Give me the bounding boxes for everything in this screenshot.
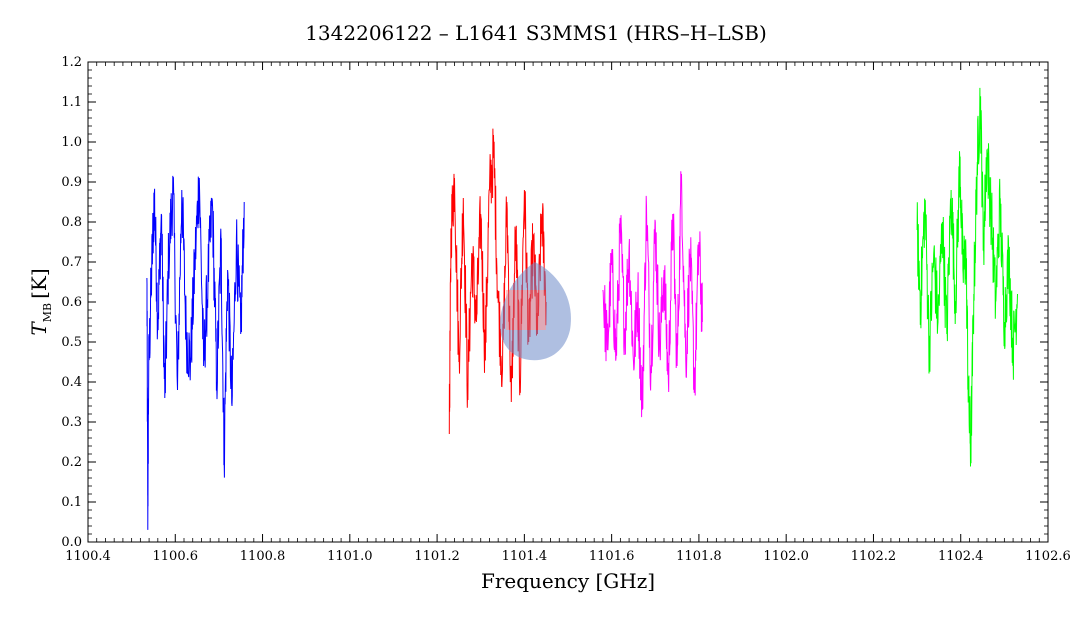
x-axis-label: Frequency [GHz]: [481, 569, 655, 593]
watermark-logo: [500, 262, 571, 361]
y-tick-label: 0.3: [61, 415, 82, 430]
x-tick-label: 1101.4: [502, 549, 548, 564]
x-tick-label: 1102.0: [763, 549, 809, 564]
y-axis-label-main: T: [27, 321, 51, 336]
chart-title: 1342206122 – L1641 S3MMS1 (HRS–H–LSB): [305, 21, 767, 45]
x-tick-label: 1100.8: [240, 549, 286, 564]
y-tick-label: 1.2: [61, 55, 82, 70]
y-axis-label-unit: [K]: [27, 268, 51, 299]
y-tick-labels: 0.0 0.1 0.2 0.3 0.4 0.5 0.6 0.7 0.8 0.9 1.0 1.1 1.2: [61, 55, 82, 550]
x-tick-label: 1101.6: [589, 549, 635, 564]
x-tick-label: 1101.2: [414, 549, 460, 564]
x-tick-label: 1101.0: [327, 549, 373, 564]
x-tick-label: 1100.6: [153, 549, 199, 564]
y-tick-label: 0.8: [61, 215, 82, 230]
y-tick-label: 1.1: [61, 95, 82, 110]
x-tick-labels: 1100.4 1100.6 1100.8 1101.0 1101.2 1101.4 1101…: [65, 549, 1071, 564]
y-tick-label: 0.7: [61, 255, 82, 270]
x-tick-label: 1102.4: [938, 549, 984, 564]
y-tick-label: 0.6: [61, 295, 82, 310]
plot-frame: [87, 61, 1049, 543]
y-tick-label: 0.4: [61, 375, 82, 390]
y-tick-label: 0.5: [61, 335, 82, 350]
x-tick-label: 1102.6: [1025, 549, 1071, 564]
y-tick-label: 0.2: [61, 455, 82, 470]
y-tick-label: 1.0: [61, 135, 82, 150]
series-line-3: [602, 171, 703, 418]
y-axis-label: TMB [K]: [27, 268, 54, 335]
x-tick-label: 1102.2: [851, 549, 897, 564]
y-axis-label-sub: MB: [41, 303, 54, 322]
y-tick-label: 0.1: [61, 495, 82, 510]
series-line-1: [146, 175, 245, 530]
y-tick-label: 0.0: [61, 535, 82, 550]
x-tick-label: 1100.4: [65, 549, 111, 564]
series-line-4: [916, 87, 1018, 467]
y-tick-label: 0.9: [61, 175, 82, 190]
x-tick-label: 1101.8: [676, 549, 722, 564]
series-layer: [146, 87, 1018, 530]
